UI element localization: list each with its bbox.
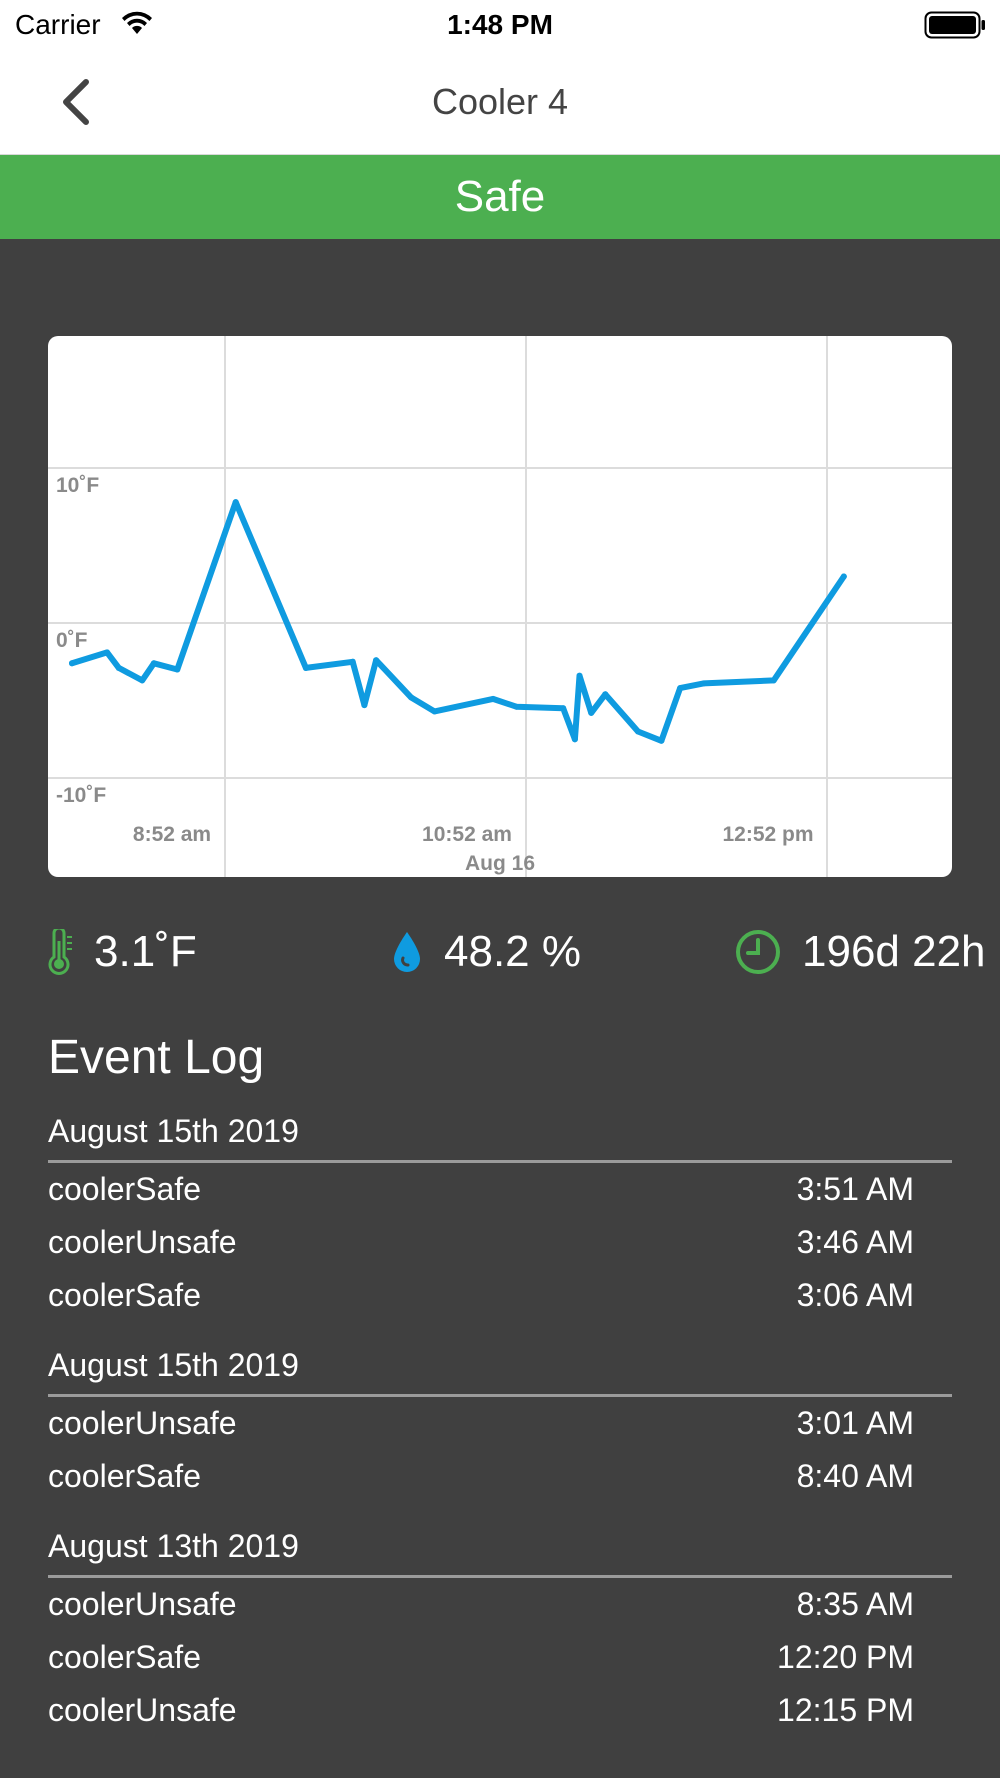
event-row[interactable]: coolerSafe 12:20 PM <box>48 1631 952 1684</box>
thermometer-icon <box>48 929 72 975</box>
clock-icon <box>736 930 780 974</box>
chart-data-point <box>635 728 642 735</box>
carrier-label: Carrier <box>15 9 101 40</box>
event-name: coolerSafe <box>48 1171 201 1207</box>
event-name: coolerUnsafe <box>48 1224 237 1260</box>
event-row[interactable]: coolerUnsafe 8:35 AM <box>48 1578 952 1631</box>
event-time: 12:15 PM <box>777 1692 914 1728</box>
event-name: coolerUnsafe <box>48 1586 237 1622</box>
chart-data-point <box>232 499 239 506</box>
chart-data-point <box>349 658 356 665</box>
chart-data-point <box>560 705 567 712</box>
chart-data-point <box>490 695 496 702</box>
event-time: 3:46 AM <box>796 1224 914 1260</box>
temperature-reading: 3.1˚F <box>48 920 197 984</box>
uptime-value: 196d 22h <box>802 927 986 976</box>
event-group: August 15th 2019 coolerUnsafe 3:01 AM co… <box>48 1344 952 1503</box>
event-row[interactable]: coolerSafe 8:40 AM <box>48 1450 952 1503</box>
event-time: 3:01 AM <box>796 1405 914 1441</box>
event-log: August 15th 2019 coolerSafe 3:51 AM cool… <box>48 1110 952 1759</box>
chart-data-point <box>139 677 146 684</box>
chart-data-point <box>513 703 520 710</box>
event-time: 3:06 AM <box>796 1277 914 1313</box>
chart-data-point <box>576 672 583 679</box>
event-time: 12:20 PM <box>777 1639 914 1675</box>
chart-y-tick-label: 0˚F <box>56 629 88 652</box>
chart-data-point <box>700 680 707 687</box>
event-row[interactable]: coolerUnsafe 3:01 AM <box>48 1397 952 1450</box>
event-name: coolerSafe <box>48 1277 201 1313</box>
event-time: 8:40 AM <box>796 1458 914 1494</box>
status-bar: Carrier 1:48 PM <box>0 0 1000 50</box>
chart-data-point <box>361 702 368 709</box>
status-banner: Safe <box>0 155 1000 239</box>
event-log-title: Event Log <box>48 1031 265 1084</box>
uptime-reading: 196d 22h <box>734 920 986 984</box>
event-row[interactable]: coolerUnsafe 12:15 PM <box>48 1684 952 1737</box>
chart-data-point <box>115 664 122 671</box>
chart-data-point <box>770 677 777 684</box>
event-group-date: August 13th 2019 <box>48 1525 952 1578</box>
humidity-value: 48.2 % <box>444 927 581 976</box>
event-group: August 15th 2019 coolerSafe 3:51 AM cool… <box>48 1110 952 1322</box>
humidity-reading: 48.2 % <box>390 920 581 984</box>
water-drop-icon <box>394 932 420 972</box>
chart-x-tick-label: 10:52 am <box>422 823 512 846</box>
chart-data-point <box>840 573 847 580</box>
chart-data-point <box>658 737 665 744</box>
temperature-chart-svg: 10˚F 0˚F -10˚F 8:52 am 10:52 am 12:52 pm Aug 1… <box>48 336 952 877</box>
page-title: Cooler 4 <box>431 81 569 122</box>
chart-data-point <box>571 736 578 743</box>
chart-data-point <box>69 660 75 667</box>
event-name: coolerUnsafe <box>48 1405 237 1441</box>
temperature-chart[interactable]: 10˚F 0˚F -10˚F 8:52 am 10:52 am 12:52 pm Aug 1… <box>48 336 952 877</box>
navigation-bar: Cooler 4 <box>0 50 1000 155</box>
event-row[interactable]: coolerSafe 3:51 AM <box>48 1163 952 1216</box>
event-name: coolerSafe <box>48 1458 201 1494</box>
chart-x-axis-label: Aug 16 <box>465 852 535 875</box>
chart-data-point <box>677 685 684 692</box>
event-name: coolerSafe <box>48 1639 201 1675</box>
clock-time: 1:48 PM <box>447 9 553 40</box>
chart-x-tick-label: 12:52 pm <box>722 823 813 846</box>
readings-row: 3.1˚F 48.2 % 196d 22h <box>0 920 1000 984</box>
event-time: 3:51 AM <box>796 1171 914 1207</box>
temperature-value: 3.1˚F <box>94 927 197 976</box>
chart-data-point <box>588 709 595 716</box>
chart-y-tick-label: -10˚F <box>56 784 106 807</box>
battery-icon <box>924 11 986 44</box>
event-group-date: August 15th 2019 <box>48 1110 952 1163</box>
chart-x-tick-label: 8:52 am <box>133 823 211 846</box>
chart-data-point <box>408 694 415 701</box>
event-time: 8:35 AM <box>796 1586 914 1622</box>
chart-data-point <box>174 666 181 673</box>
back-button[interactable] <box>50 72 110 132</box>
chart-data-point <box>302 664 309 671</box>
chart-data-point <box>373 657 380 664</box>
chart-data-point <box>104 649 111 656</box>
chart-y-tick-label: 10˚F <box>56 474 99 497</box>
chart-series-line <box>69 499 847 744</box>
chevron-left-icon <box>63 79 89 125</box>
event-name: coolerUnsafe <box>48 1692 237 1728</box>
event-group: August 13th 2019 coolerUnsafe 8:35 AM co… <box>48 1525 952 1737</box>
event-group-date: August 15th 2019 <box>48 1344 952 1397</box>
chart-data-point <box>150 660 157 667</box>
chart-data-point <box>602 691 609 698</box>
wifi-icon <box>120 10 154 41</box>
event-row[interactable]: coolerSafe 3:06 AM <box>48 1269 952 1322</box>
chart-data-point <box>431 708 438 715</box>
event-row[interactable]: coolerUnsafe 3:46 AM <box>48 1216 952 1269</box>
